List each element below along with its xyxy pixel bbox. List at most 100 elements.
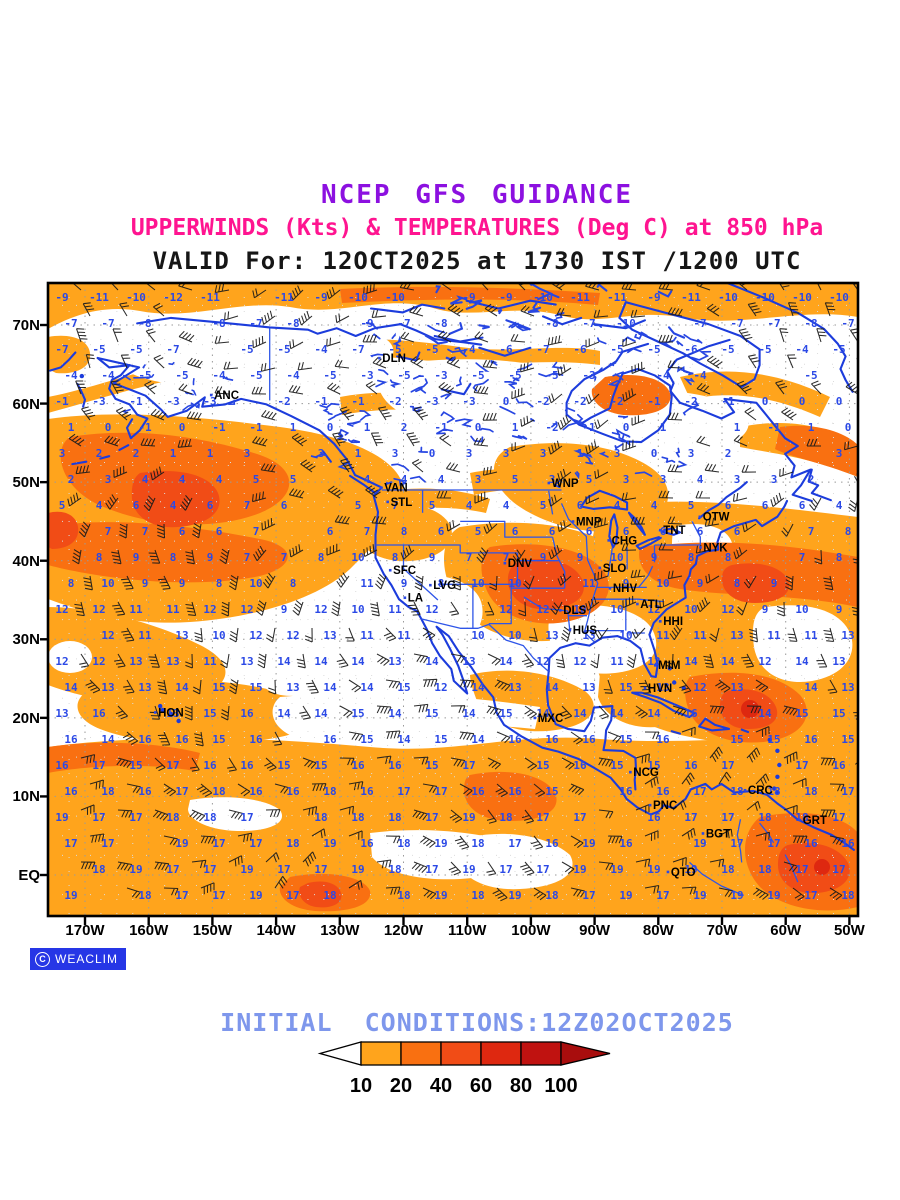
- svg-text:-3: -3: [434, 369, 447, 382]
- svg-text:15: 15: [203, 707, 216, 720]
- svg-text:14: 14: [323, 681, 337, 694]
- svg-text:3: 3: [318, 447, 325, 460]
- svg-text:15: 15: [536, 759, 549, 772]
- svg-text:11: 11: [388, 603, 402, 616]
- svg-text:0: 0: [429, 447, 436, 460]
- svg-text:3: 3: [466, 447, 473, 460]
- svg-text:8: 8: [170, 551, 177, 564]
- svg-text:17: 17: [721, 811, 734, 824]
- svg-text:-2: -2: [573, 395, 586, 408]
- svg-text:19: 19: [64, 889, 77, 902]
- svg-text:16: 16: [138, 785, 152, 798]
- svg-text:7: 7: [105, 525, 112, 538]
- svg-text:1: 1: [290, 421, 297, 434]
- city-label-atl: ATL: [640, 599, 662, 611]
- svg-text:1: 1: [734, 421, 741, 434]
- svg-text:4: 4: [179, 473, 186, 486]
- svg-text:-1: -1: [721, 395, 735, 408]
- svg-text:18: 18: [323, 889, 336, 902]
- svg-text:17: 17: [92, 811, 105, 824]
- colorbar: 10 20 40 60 80 100: [317, 1041, 611, 1097]
- svg-text:0: 0: [179, 421, 186, 434]
- svg-text:7: 7: [799, 551, 806, 564]
- svg-text:1: 1: [355, 447, 362, 460]
- svg-text:15: 15: [610, 759, 623, 772]
- svg-text:17: 17: [536, 863, 549, 876]
- svg-text:8: 8: [216, 577, 223, 590]
- city-label-dnv: DNV: [508, 558, 533, 570]
- svg-text:18: 18: [545, 889, 558, 902]
- svg-text:15: 15: [314, 759, 327, 772]
- svg-text:13: 13: [656, 681, 669, 694]
- svg-text:0: 0: [836, 395, 843, 408]
- svg-text:3: 3: [540, 447, 547, 460]
- svg-text:15: 15: [767, 733, 780, 746]
- svg-text:12: 12: [55, 603, 68, 616]
- svg-text:18: 18: [767, 785, 780, 798]
- svg-text:-5: -5: [508, 369, 521, 382]
- lon-tick-90w: 90W: [579, 922, 611, 939]
- city-label-nyk: NYK: [703, 542, 728, 554]
- svg-text:-5: -5: [175, 369, 188, 382]
- svg-text:13: 13: [730, 629, 743, 642]
- svg-text:-3: -3: [360, 369, 373, 382]
- svg-text:14: 14: [721, 655, 735, 668]
- svg-text:-4: -4: [795, 343, 809, 356]
- svg-text:13: 13: [55, 707, 68, 720]
- svg-text:4: 4: [142, 473, 149, 486]
- svg-text:12: 12: [203, 603, 216, 616]
- svg-text:8: 8: [845, 525, 852, 538]
- city-label-anc: ANC: [214, 390, 239, 402]
- svg-text:-4: -4: [101, 369, 115, 382]
- svg-text:9: 9: [540, 551, 547, 564]
- svg-text:16: 16: [175, 733, 189, 746]
- svg-text:1: 1: [660, 421, 667, 434]
- lon-tick-170w: 170W: [65, 922, 105, 939]
- svg-text:-4: -4: [286, 369, 300, 382]
- svg-text:-3: -3: [203, 395, 216, 408]
- svg-text:-11: -11: [607, 291, 627, 304]
- svg-text:-3: -3: [425, 395, 438, 408]
- svg-text:14: 14: [314, 655, 328, 668]
- svg-text:-2: -2: [536, 395, 549, 408]
- svg-text:-2: -2: [545, 421, 558, 434]
- svg-text:11: 11: [610, 655, 624, 668]
- svg-text:18: 18: [758, 863, 771, 876]
- svg-text:-8: -8: [434, 317, 447, 330]
- svg-text:17: 17: [462, 759, 475, 772]
- svg-text:13: 13: [841, 629, 854, 642]
- svg-text:16: 16: [64, 733, 78, 746]
- svg-text:11: 11: [166, 603, 180, 616]
- svg-text:-10: -10: [533, 291, 553, 304]
- svg-text:1: 1: [364, 421, 371, 434]
- svg-text:18: 18: [721, 863, 734, 876]
- logo-label: WEACLIM: [55, 952, 119, 966]
- svg-text:17: 17: [101, 837, 114, 850]
- svg-text:19: 19: [619, 889, 632, 902]
- svg-text:6: 6: [281, 499, 288, 512]
- svg-text:6: 6: [725, 499, 732, 512]
- city-label-stl: STL: [391, 497, 413, 509]
- svg-text:18: 18: [92, 863, 105, 876]
- svg-text:16: 16: [323, 733, 337, 746]
- city-label-mim: MIM: [658, 660, 680, 672]
- svg-text:6: 6: [586, 525, 593, 538]
- svg-text:16: 16: [360, 837, 374, 850]
- svg-text:13: 13: [166, 707, 179, 720]
- svg-text:-11: -11: [681, 291, 701, 304]
- svg-text:6: 6: [216, 525, 223, 538]
- lat-tick-20n: 20N: [12, 709, 40, 727]
- svg-text:-10: -10: [616, 317, 636, 330]
- svg-text:9: 9: [623, 577, 630, 590]
- svg-text:12: 12: [647, 655, 660, 668]
- svg-text:14: 14: [462, 707, 476, 720]
- svg-text:16: 16: [804, 733, 818, 746]
- svg-text:0: 0: [651, 447, 658, 460]
- city-label-hon: HON: [158, 707, 184, 719]
- svg-text:-6: -6: [684, 343, 698, 356]
- svg-text:-10: -10: [385, 291, 405, 304]
- svg-text:18: 18: [203, 811, 216, 824]
- svg-text:19: 19: [573, 863, 586, 876]
- lon-tick-70w: 70W: [706, 922, 738, 939]
- svg-text:17: 17: [693, 785, 706, 798]
